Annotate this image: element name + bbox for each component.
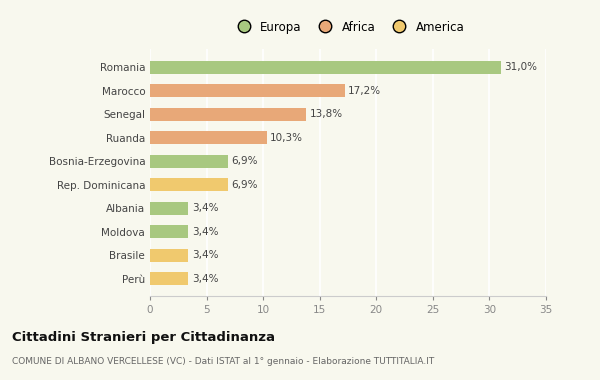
Bar	[150, 108, 306, 120]
Text: 3,4%: 3,4%	[192, 203, 218, 213]
Legend: Europa, Africa, America: Europa, Africa, America	[227, 16, 469, 38]
Bar	[150, 249, 188, 262]
Bar	[150, 178, 228, 191]
Text: 31,0%: 31,0%	[504, 62, 537, 72]
Bar	[150, 61, 501, 74]
Bar	[150, 155, 228, 168]
Text: 3,4%: 3,4%	[192, 250, 218, 260]
Bar	[150, 272, 188, 285]
Text: 17,2%: 17,2%	[348, 86, 381, 96]
Text: 10,3%: 10,3%	[270, 133, 303, 142]
Bar	[150, 225, 188, 238]
Bar	[150, 131, 266, 144]
Text: COMUNE DI ALBANO VERCELLESE (VC) - Dati ISTAT al 1° gennaio - Elaborazione TUTTI: COMUNE DI ALBANO VERCELLESE (VC) - Dati …	[12, 357, 434, 366]
Text: 13,8%: 13,8%	[310, 109, 343, 119]
Bar	[150, 84, 344, 97]
Text: 6,9%: 6,9%	[232, 180, 258, 190]
Text: 3,4%: 3,4%	[192, 274, 218, 284]
Bar	[150, 202, 188, 215]
Text: Cittadini Stranieri per Cittadinanza: Cittadini Stranieri per Cittadinanza	[12, 331, 275, 344]
Text: 3,4%: 3,4%	[192, 227, 218, 237]
Text: 6,9%: 6,9%	[232, 156, 258, 166]
